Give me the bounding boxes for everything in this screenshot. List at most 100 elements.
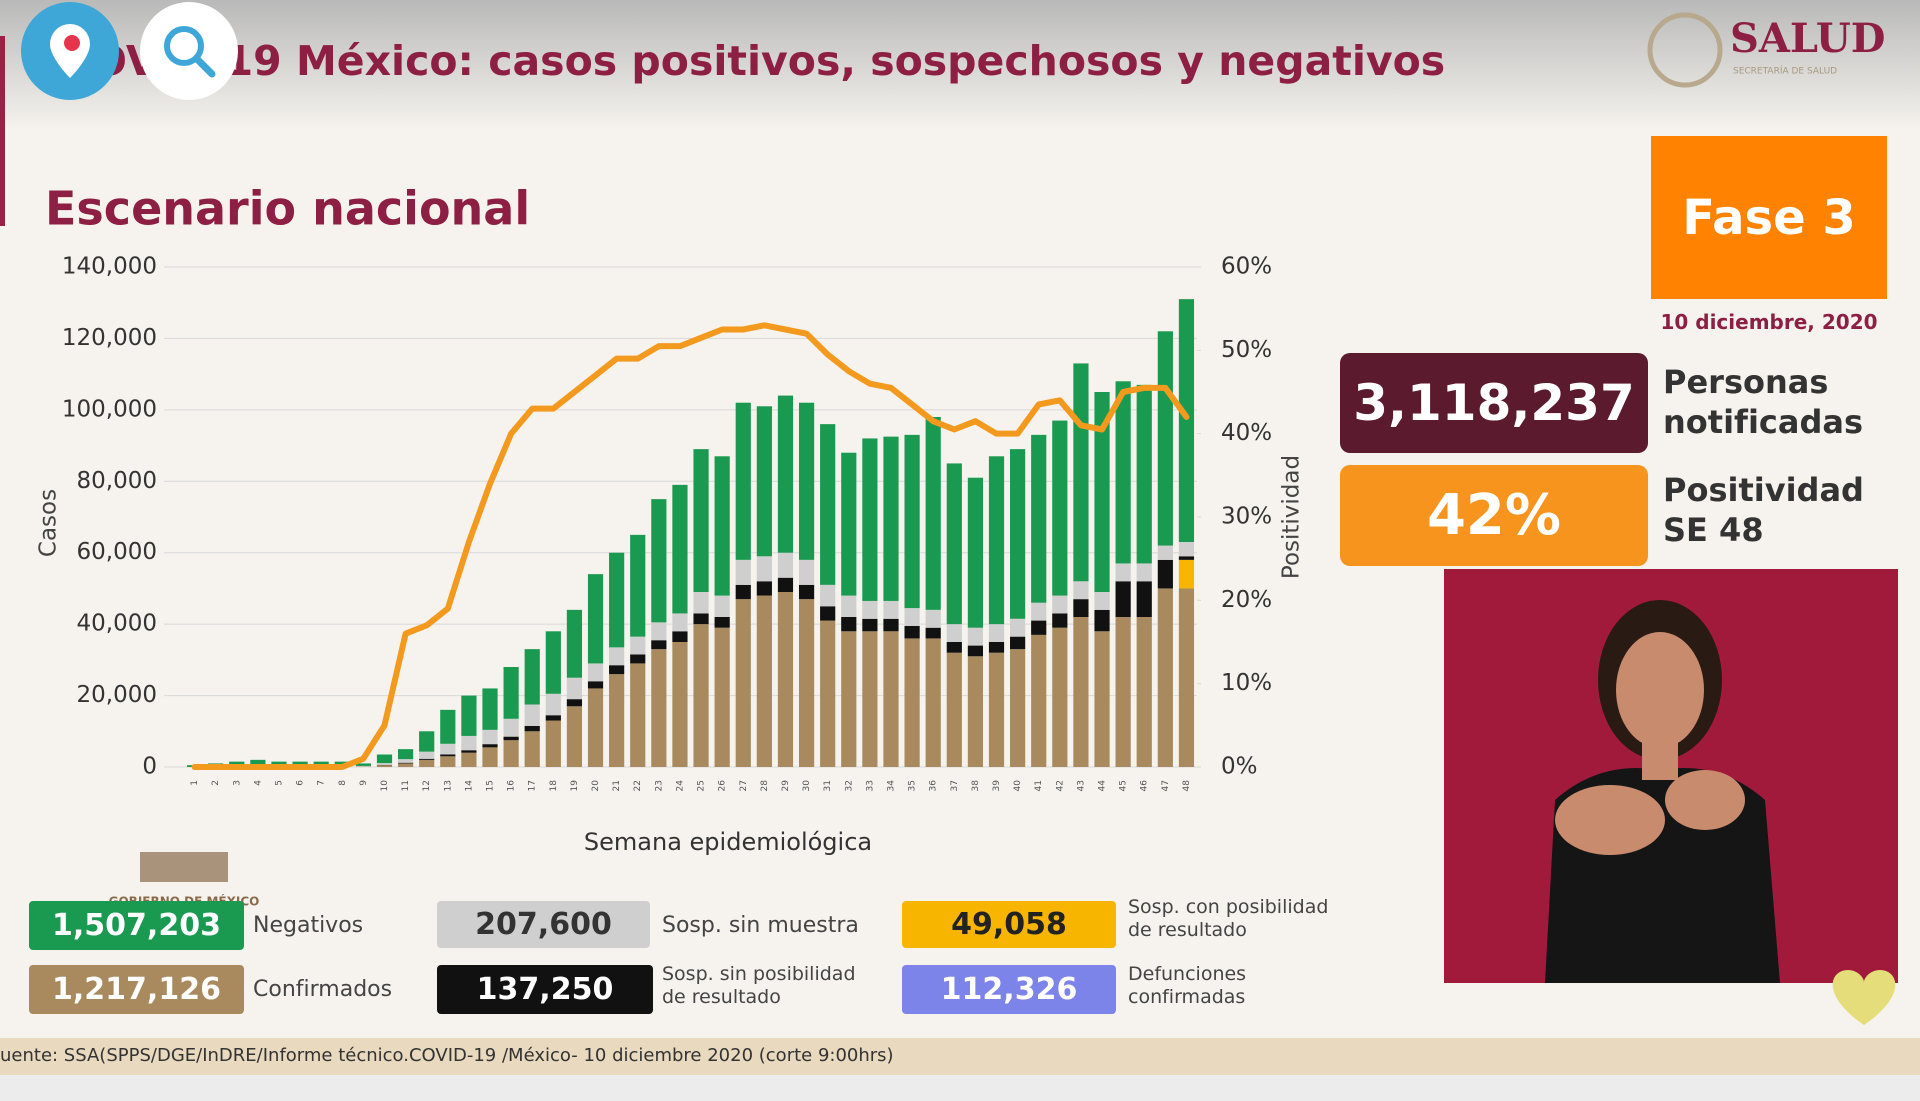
y2-axis-label: Positividad	[1279, 455, 1305, 579]
y2-tick-label: 50%	[1221, 337, 1272, 363]
bar-segment	[672, 613, 688, 632]
legend-total-text: 137,250	[476, 972, 614, 1007]
report-date: 10 diciembre, 2020	[1660, 310, 1878, 334]
bar-segment	[587, 681, 604, 689]
bar-segment	[756, 595, 772, 767]
bar-segment	[1115, 381, 1131, 564]
y2-tick-label: 20%	[1221, 587, 1272, 613]
bar-segment	[587, 688, 604, 767]
x-tick-label: 38	[971, 780, 981, 792]
source-note: uente: SSA(SPPS/DGE/InDRE/Informe técnic…	[0, 1045, 894, 1066]
bar-segment	[904, 638, 920, 767]
bar-segment	[503, 736, 519, 741]
bar-segment	[397, 763, 414, 767]
bar-segment	[1094, 592, 1110, 610]
bar-segment	[482, 688, 498, 730]
x-tick-label: 35	[908, 780, 918, 791]
bar-segment	[651, 622, 667, 641]
heart-icon[interactable]	[1832, 970, 1896, 1025]
top-shade	[0, 0, 1920, 130]
legend-total: 1,217,126	[29, 965, 244, 1014]
x-tick-label: 5	[274, 780, 284, 786]
bar-segment	[841, 631, 857, 767]
bar-segment	[419, 759, 435, 767]
bar-segment	[883, 631, 899, 767]
legend-label: Defunciones confirmadas	[1128, 963, 1247, 1008]
x-tick-label: 2	[211, 780, 221, 786]
bottom-strip	[0, 1075, 1920, 1101]
legend-label: Sosp. sin muestra	[662, 913, 859, 938]
y-tick-label: 0	[142, 754, 157, 780]
bar-segment	[693, 449, 709, 592]
positivity-line	[191, 322, 1190, 770]
x-tick-label: 34	[886, 780, 896, 792]
bar-segment	[1115, 617, 1131, 767]
bar-segment	[756, 556, 772, 582]
footer-bar	[0, 1038, 1920, 1075]
bar-segment	[1094, 392, 1110, 592]
y2-tick-label: 0%	[1221, 754, 1258, 780]
x-tick-label: 4	[253, 780, 263, 786]
bar-segment	[946, 463, 962, 625]
phase-text: Fase 3	[1682, 189, 1856, 246]
bar-segment	[672, 484, 688, 614]
bar-segment	[630, 663, 646, 767]
bar-segment	[355, 763, 371, 766]
bar-segment	[798, 584, 815, 600]
bar-segment	[419, 751, 435, 759]
y2-tick-label: 40%	[1221, 420, 1272, 446]
legend-total: 1,507,203	[29, 901, 244, 950]
bar-segment	[609, 552, 625, 648]
bar-segment	[566, 677, 583, 700]
bar-segment	[1031, 434, 1047, 603]
y-tick-label: 60,000	[77, 539, 157, 565]
bar-segment	[503, 667, 519, 719]
bar-segment	[482, 729, 498, 745]
x-tick-label: 30	[802, 780, 812, 792]
notified-box: 3,118,237	[1340, 353, 1648, 453]
bar-segment	[461, 750, 477, 753]
x-tick-label: 32	[844, 780, 854, 791]
x-tick-label: 26	[718, 780, 728, 792]
plot: 0 20,000 40,000 60,000 80,000 100,000 120,000 1…	[62, 254, 1272, 792]
bar-segment	[1157, 559, 1173, 589]
x-tick-label: 3	[232, 780, 242, 786]
bar-segment	[1031, 602, 1047, 621]
notified-value: 3,118,237	[1353, 374, 1635, 432]
bar-segment	[967, 627, 984, 646]
positivity-box: 42%	[1340, 465, 1648, 566]
salud-logo: SALUD	[1730, 15, 1885, 62]
salud-subtitle: SECRETARÍA DE SALUD	[1733, 65, 1837, 77]
bar-segment	[672, 642, 688, 767]
x-tick-label: 1	[190, 780, 200, 786]
bar-segment	[904, 434, 920, 609]
bar-segment	[946, 652, 962, 767]
bar-segment	[566, 609, 583, 678]
y-tick-label: 100,000	[62, 396, 157, 422]
bar-segment	[925, 638, 941, 767]
x-tick-label: 37	[950, 780, 960, 791]
chart-title: Escenario nacional	[45, 182, 530, 236]
bar-segment	[988, 642, 1005, 653]
legend-total-text: 207,600	[475, 907, 612, 942]
search-icon[interactable]	[140, 2, 238, 100]
legend-label: Negativos	[253, 913, 364, 938]
y2-tick-label: 10%	[1221, 670, 1272, 696]
bar-segment	[1178, 556, 1195, 560]
interpreter	[1545, 600, 1780, 983]
x-tick-label: 31	[823, 780, 833, 791]
bar-segment	[798, 599, 815, 767]
x-tick-label: 9	[359, 780, 369, 786]
legend-total: 112,326	[902, 965, 1116, 1014]
bar-segment	[440, 754, 456, 757]
bar-segment	[1136, 384, 1152, 564]
bar-segment	[1073, 617, 1089, 767]
bar-segment	[419, 731, 435, 752]
bar-segment	[651, 649, 667, 767]
bar-segment	[440, 743, 456, 755]
bar-segment	[545, 631, 561, 694]
periscope-icon[interactable]	[21, 2, 119, 100]
bar-segment	[1031, 634, 1047, 767]
